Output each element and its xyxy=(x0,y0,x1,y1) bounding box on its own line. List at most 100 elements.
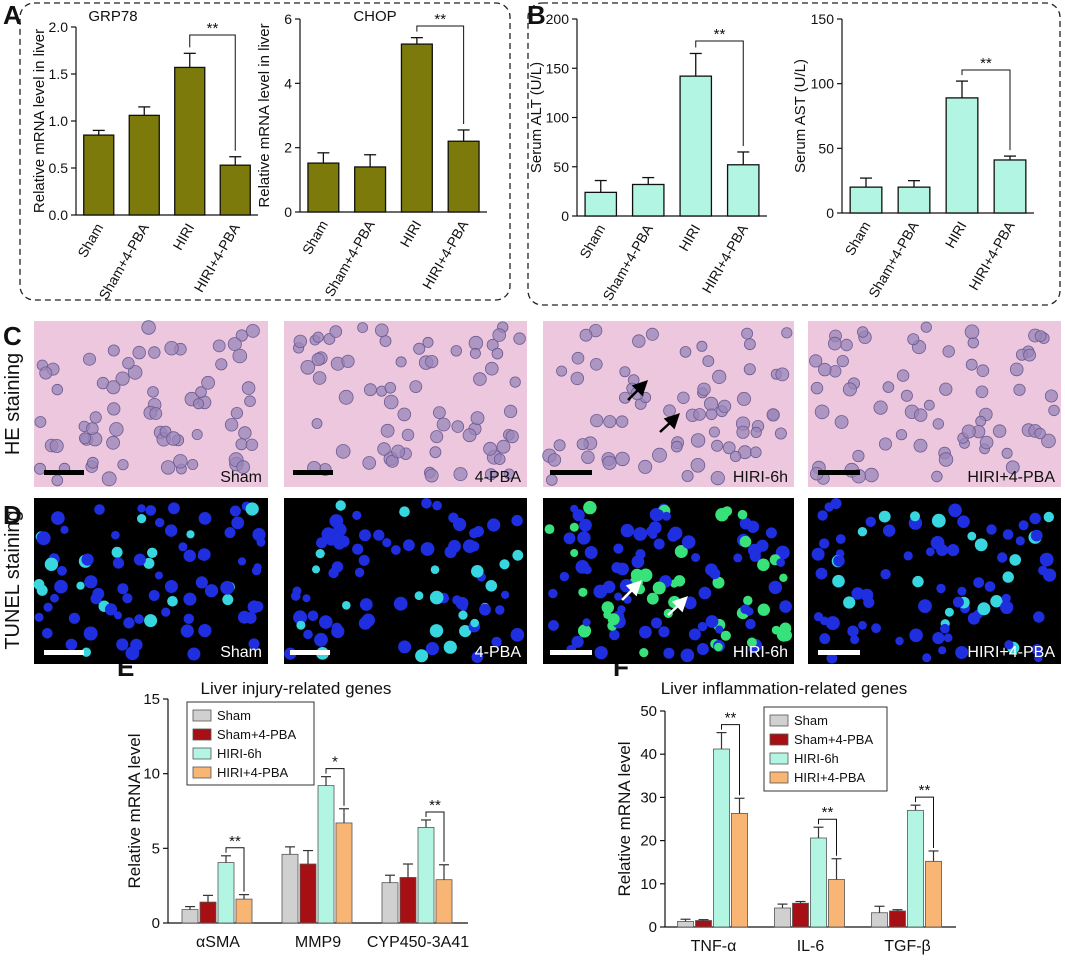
tunel-nucleus xyxy=(601,601,614,614)
tunel-nucleus xyxy=(204,584,219,598)
panel-letter-d: D xyxy=(3,500,22,530)
he-nucleus xyxy=(357,322,369,334)
y-tick-label: 4 xyxy=(284,75,292,91)
he-nucleus xyxy=(615,451,630,467)
he-nucleus xyxy=(49,438,64,453)
y-axis-label: Serum AST (U/L) xyxy=(792,59,809,173)
tunel-nucleus xyxy=(94,504,105,515)
he-nucleus xyxy=(401,428,415,442)
he-nucleus xyxy=(992,424,1007,438)
he-nucleus xyxy=(86,422,99,435)
legend-swatch xyxy=(769,771,789,784)
he-nucleus xyxy=(384,381,397,394)
tunel-nucleus xyxy=(577,624,592,638)
he-nucleus xyxy=(236,460,251,474)
bar xyxy=(871,912,888,928)
tunel-nucleus xyxy=(577,531,591,545)
bar xyxy=(726,164,760,217)
tunel-nucleus xyxy=(909,628,923,643)
y-tick-label: 2 xyxy=(284,140,292,156)
tunel-nucleus xyxy=(104,603,118,616)
x-tick-label: Sham xyxy=(299,218,331,258)
tunel-nucleus xyxy=(462,539,477,553)
tunel-nucleus xyxy=(833,555,845,567)
he-nucleus xyxy=(693,408,706,421)
tunel-nucleus xyxy=(512,549,524,561)
he-tile-3 xyxy=(543,321,794,487)
legend-swatch xyxy=(769,714,789,727)
he-nucleus xyxy=(696,340,708,352)
scale-bar xyxy=(550,650,592,655)
tunel-nucleus xyxy=(145,505,157,516)
bar xyxy=(731,812,748,928)
tunel-nucleus xyxy=(430,565,440,574)
he-nucleus xyxy=(83,352,97,366)
tunel-nucleus xyxy=(398,640,412,654)
tunel-nucleus xyxy=(34,612,44,622)
he-nucleus xyxy=(109,422,124,437)
bar xyxy=(828,879,845,928)
tunel-nucleus xyxy=(42,628,53,639)
tunel-nucleus xyxy=(352,510,362,520)
scale-bar xyxy=(293,470,333,475)
he-nucleus xyxy=(432,406,446,420)
y-tick-label: 0.5 xyxy=(49,160,69,176)
he-nucleus xyxy=(312,331,324,343)
bar xyxy=(774,907,791,928)
he-nucleus xyxy=(729,450,742,462)
y-tick-label: 150 xyxy=(811,11,835,27)
tunel-nucleus xyxy=(68,612,80,624)
y-tick-label: 40 xyxy=(640,746,657,763)
he-nucleus xyxy=(141,320,156,335)
tunel-nucleus xyxy=(957,515,970,528)
tunel-nucleus xyxy=(36,531,51,546)
tunel-nucleus xyxy=(930,536,945,550)
he-nucleus xyxy=(117,459,129,471)
tunel-nucleus xyxy=(195,576,208,589)
he-nucleus xyxy=(603,415,617,429)
tunel-nucleus xyxy=(471,565,484,578)
x-tick-label: HIRI+4-PBA xyxy=(965,218,1018,293)
tunel-nucleus xyxy=(746,637,757,648)
he-nucleus xyxy=(232,348,248,364)
x-tick-label: Sham+4-PBA xyxy=(321,217,378,299)
y-tick-label: 100 xyxy=(546,110,570,126)
legend-swatch xyxy=(192,747,212,760)
x-tick-label: CYP450-3A41 xyxy=(367,934,469,951)
tunel-nucleus xyxy=(705,615,719,628)
he-nucleus xyxy=(492,328,507,342)
tunel-nucleus xyxy=(319,615,333,629)
he-nucleus xyxy=(1044,389,1058,403)
y-tick-label: 1.0 xyxy=(49,113,69,129)
he-nucleus xyxy=(245,323,260,338)
tunel-nucleus xyxy=(871,623,881,634)
he-nucleus xyxy=(961,424,976,439)
tunel-nucleus xyxy=(579,518,592,532)
tunel-nucleus xyxy=(224,527,236,539)
tunel-nucleus xyxy=(1030,529,1043,542)
tunel-nucleus xyxy=(757,603,770,616)
he-nucleus xyxy=(107,344,120,357)
tunel-nucleus xyxy=(918,599,932,613)
chart-title: Liver injury-related genes xyxy=(201,679,392,698)
tunel-nucleus xyxy=(977,602,991,616)
tunel-nucleus xyxy=(252,601,264,613)
tunel-nucleus xyxy=(237,557,247,566)
tunel-nucleus xyxy=(231,516,245,530)
tunel-nucleus xyxy=(880,569,891,580)
tunel-nucleus xyxy=(974,538,988,552)
tunel-nucleus xyxy=(316,537,328,549)
tunel-nucleus xyxy=(1018,520,1029,531)
y-tick-label: 30 xyxy=(640,789,657,806)
he-nucleus xyxy=(122,357,135,370)
he-nucleus xyxy=(312,371,327,385)
he-nucleus xyxy=(374,323,389,338)
he-nucleus xyxy=(106,380,121,395)
he-nucleus xyxy=(690,457,706,473)
chart-title: CHOP xyxy=(353,8,396,25)
he-nucleus xyxy=(195,386,207,398)
bar xyxy=(810,837,827,928)
tunel-nucleus xyxy=(83,626,98,641)
tunel-nucleus xyxy=(912,575,924,588)
he-nucleus xyxy=(395,356,407,368)
